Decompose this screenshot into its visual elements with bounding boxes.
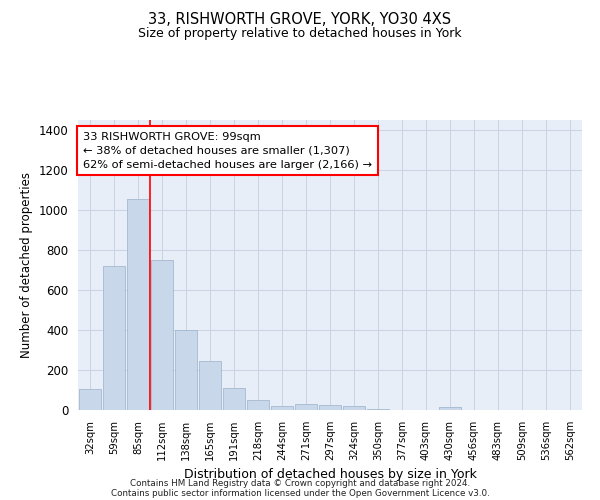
Bar: [247, 400, 269, 410]
Bar: [343, 406, 365, 410]
Text: Size of property relative to detached houses in York: Size of property relative to detached ho…: [138, 28, 462, 40]
Y-axis label: Number of detached properties: Number of detached properties: [20, 172, 33, 358]
Bar: [79, 389, 101, 410]
Text: Contains HM Land Registry data © Crown copyright and database right 2024.: Contains HM Land Registry data © Crown c…: [130, 478, 470, 488]
Text: 33, RISHWORTH GROVE, YORK, YO30 4XS: 33, RISHWORTH GROVE, YORK, YO30 4XS: [148, 12, 452, 28]
Text: Contains public sector information licensed under the Open Government Licence v3: Contains public sector information licen…: [110, 488, 490, 498]
Bar: [199, 361, 221, 410]
Bar: [271, 406, 293, 410]
Bar: [175, 330, 197, 410]
X-axis label: Distribution of detached houses by size in York: Distribution of detached houses by size …: [184, 468, 476, 481]
Bar: [151, 260, 173, 410]
Bar: [127, 199, 149, 410]
Text: 33 RISHWORTH GROVE: 99sqm
← 38% of detached houses are smaller (1,307)
62% of se: 33 RISHWORTH GROVE: 99sqm ← 38% of detac…: [83, 132, 372, 170]
Bar: [439, 407, 461, 410]
Bar: [103, 266, 125, 410]
Bar: [319, 405, 341, 410]
Bar: [367, 409, 389, 410]
Bar: [295, 404, 317, 410]
Bar: [223, 388, 245, 410]
